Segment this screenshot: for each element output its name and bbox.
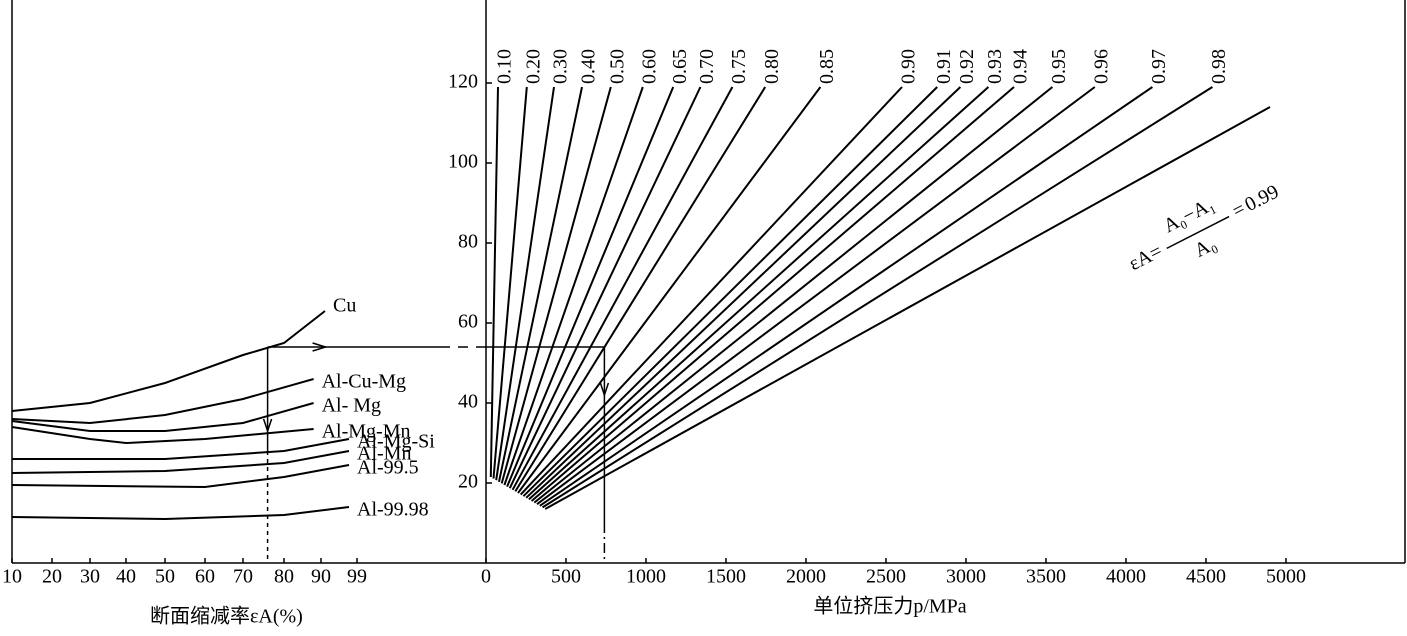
series-label: 0.92 xyxy=(956,49,978,84)
x-tick-label: 1000 xyxy=(626,566,666,588)
y-tick-label: 40 xyxy=(458,391,478,413)
x-tick-label: 500 xyxy=(551,566,581,588)
x-tick-label: 2500 xyxy=(866,566,906,588)
series-label: 0.70 xyxy=(696,49,718,84)
fraction-bar xyxy=(1166,215,1230,250)
curve xyxy=(533,86,1054,504)
series-label: Al-99.98 xyxy=(357,499,429,521)
curve xyxy=(11,426,314,445)
series-label: 0.94 xyxy=(1010,49,1032,84)
series-label: 0.60 xyxy=(638,49,660,84)
curve xyxy=(511,86,734,491)
curve xyxy=(506,86,675,487)
formula-denominator: A₀ xyxy=(1191,233,1220,262)
series-label: 0.98 xyxy=(1208,49,1230,84)
curve xyxy=(514,86,767,492)
series-label: 0.80 xyxy=(761,49,783,84)
curve xyxy=(519,86,903,496)
x-tick-label: 80 xyxy=(274,566,294,588)
series-label: Cu xyxy=(333,295,356,317)
x-tick-label: 20 xyxy=(42,566,62,588)
x-tick-label: 50 xyxy=(155,566,175,588)
x-tick-label: 4500 xyxy=(1186,566,1226,588)
right-x-label: 单位挤压力p/MPa xyxy=(813,595,966,618)
series-label: 0.10 xyxy=(494,49,516,84)
curve xyxy=(530,86,1015,502)
series-label: 0.75 xyxy=(728,49,750,84)
x-tick-label: 5000 xyxy=(1266,566,1306,588)
y-tick-label: 100 xyxy=(448,151,478,173)
x-tick-label: 4000 xyxy=(1106,566,1146,588)
curve xyxy=(492,86,528,479)
curve xyxy=(541,86,1213,509)
curve xyxy=(498,86,583,483)
curve xyxy=(495,86,555,481)
curve xyxy=(522,86,938,497)
curve xyxy=(11,506,350,521)
series-label: 0.95 xyxy=(1048,49,1070,84)
series-label: 0.90 xyxy=(898,49,920,84)
series-label: Al-Mg-Mn xyxy=(322,421,411,443)
curve xyxy=(536,86,1096,506)
curve xyxy=(489,86,499,478)
series-label: 0.93 xyxy=(984,49,1006,84)
series-label: 0.96 xyxy=(1090,49,1112,84)
curve xyxy=(11,378,314,425)
series-label: 0.85 xyxy=(816,49,838,84)
arrow xyxy=(262,418,273,434)
arrow xyxy=(599,382,610,398)
curve xyxy=(539,86,1153,507)
series-label: 0.50 xyxy=(606,49,628,84)
y-tick-label: 20 xyxy=(458,471,478,493)
series-label: 0.65 xyxy=(669,49,691,84)
x-tick-label: 60 xyxy=(195,566,215,588)
y-tick-label: 80 xyxy=(458,231,478,253)
formula-lhs: εA= xyxy=(1125,240,1165,275)
y-tick-label: 60 xyxy=(458,311,478,333)
curve xyxy=(508,86,702,489)
series-label: Al-Cu-Mg xyxy=(322,371,406,393)
x-tick-label: 90 xyxy=(311,566,331,588)
x-tick-label: 30 xyxy=(80,566,100,588)
x-tick-label: 10 xyxy=(2,566,22,588)
y-tick-label: 120 xyxy=(448,71,478,93)
curve xyxy=(525,86,962,499)
x-tick-label: 99 xyxy=(347,566,367,588)
curve xyxy=(12,438,350,460)
curve xyxy=(517,86,822,494)
series-label: 0.30 xyxy=(550,49,572,84)
curve xyxy=(503,86,644,486)
series-label: 0.99 xyxy=(1241,181,1282,216)
x-tick-label: 1500 xyxy=(706,566,746,588)
curve xyxy=(500,86,612,484)
curve xyxy=(11,310,326,412)
x-tick-label: 0 xyxy=(481,566,491,588)
x-tick-label: 3500 xyxy=(1026,566,1066,588)
curve xyxy=(528,86,990,501)
series-label: Al-99.5 xyxy=(357,457,419,479)
series-label: Al-Mn xyxy=(357,443,411,465)
series-label: 0.97 xyxy=(1148,49,1170,84)
arrow xyxy=(312,342,329,352)
series-label: 0.40 xyxy=(578,49,600,84)
series-label: 0.91 xyxy=(933,49,955,84)
x-tick-label: 3000 xyxy=(946,566,986,588)
curve xyxy=(544,106,1271,510)
x-tick-label: 70 xyxy=(233,566,253,588)
formula-numerator: A₀−A₁ xyxy=(1160,193,1218,237)
series-label: 0.20 xyxy=(522,49,544,84)
x-tick-label: 40 xyxy=(116,566,136,588)
curve xyxy=(11,402,314,432)
x-tick-label: 2000 xyxy=(786,566,826,588)
left-x-label: 断面缩减率εA(%) xyxy=(150,605,303,628)
series-label: Al-Mg-Si xyxy=(357,431,435,453)
series-label: Al- Mg xyxy=(322,395,381,417)
curve xyxy=(11,450,350,474)
curve xyxy=(11,464,350,489)
